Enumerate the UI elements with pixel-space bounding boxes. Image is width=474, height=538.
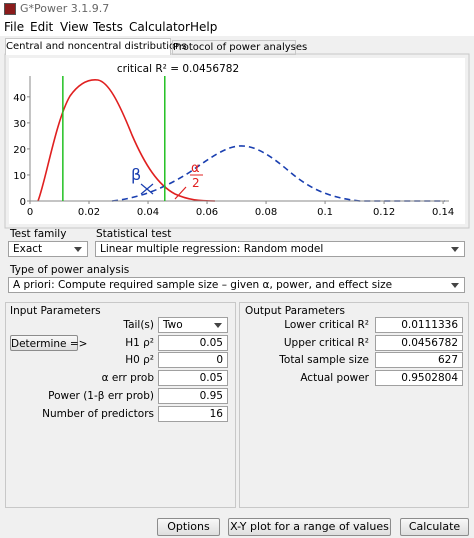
input-label: Power (1-β err prob) [48, 390, 154, 402]
x-tick-label: 0.04 [137, 207, 159, 218]
input-label: H0 ρ² [125, 354, 154, 366]
alpha-divisor: 2 [192, 176, 200, 190]
window-title: G*Power 3.1.9.7 [20, 2, 110, 15]
test-family-label: Test family [10, 228, 67, 240]
input-field[interactable]: 0.95 [158, 388, 228, 404]
output-label: Total sample size [279, 354, 369, 366]
y-tick-label: 40 [13, 93, 26, 104]
input-title: Input Parameters [10, 305, 101, 317]
beta-pointer [140, 183, 154, 195]
tails-select[interactable]: Two [158, 317, 228, 333]
output-label: Upper critical R² [283, 337, 369, 349]
output-field: 0.0456782 [375, 335, 463, 351]
analysis-type-select[interactable]: A priori: Compute required sample size –… [8, 277, 465, 293]
x-tick-label: 0 [27, 207, 33, 218]
menu-item[interactable]: Edit [30, 20, 54, 34]
input-panel [5, 302, 236, 508]
beta-label: β [131, 165, 141, 184]
output-title: Output Parameters [245, 305, 345, 317]
input-field[interactable]: 0 [158, 352, 228, 368]
input-field[interactable]: 16 [158, 406, 228, 422]
alpha-pointer [174, 186, 187, 200]
central-curve [37, 79, 216, 202]
alpha-label: α [191, 161, 200, 176]
output-field: 627 [375, 352, 463, 368]
y-tick-label: 30 [13, 119, 26, 130]
input-label: Number of predictors [42, 408, 154, 420]
input-label: H1 ρ² [125, 337, 154, 349]
plot-area [9, 58, 465, 224]
y-tick-label: 0 [20, 197, 26, 208]
action-button[interactable]: Options [157, 518, 220, 536]
statistical-test-label: Statistical test [96, 228, 172, 240]
output-label: Lower critical R² [284, 319, 369, 331]
x-tick-label: 0.06 [196, 207, 218, 218]
test-family-select[interactable]: Exact [8, 241, 88, 257]
x-tick-label: 0.08 [255, 207, 277, 218]
input-label: Tail(s) [123, 319, 154, 331]
output-field: 0.9502804 [375, 370, 463, 386]
action-button[interactable]: X-Y plot for a range of values [228, 518, 391, 536]
tab[interactable]: Central and noncentral distributions [5, 38, 187, 55]
statistical-test-select[interactable]: Linear multiple regression: Random model [95, 241, 465, 257]
x-tick-label: 0.1 [317, 207, 333, 218]
noncentral-curve [111, 145, 445, 202]
menu-item[interactable]: File [4, 20, 25, 34]
input-label: α err prob [101, 372, 154, 384]
x-tick-label: 0.12 [373, 207, 395, 218]
app-icon [4, 3, 16, 15]
input-field[interactable]: 0.05 [158, 370, 228, 386]
action-button[interactable]: Calculate [400, 518, 469, 536]
input-field[interactable]: 0.05 [158, 335, 228, 351]
menu-item[interactable]: Tests [93, 20, 123, 34]
distribution-plot: 0 0.02 0.04 0.06 0.08 0.1 0.12 0.14 0 10 20 30 40 cri… [4, 53, 470, 229]
output-label: Actual power [300, 372, 369, 384]
output-panel [239, 302, 469, 508]
title-bar [0, 0, 474, 18]
output-field: 0.0111336 [375, 317, 463, 333]
menu-item[interactable]: Calculator [129, 20, 190, 34]
menu-bar [0, 18, 474, 36]
analysis-type-label: Type of power analysis [10, 264, 130, 276]
y-tick-label: 20 [13, 145, 26, 156]
x-tick-label: 0.14 [432, 207, 454, 218]
menu-item[interactable]: View [60, 20, 89, 34]
tab[interactable]: Protocol of power analyses [172, 40, 308, 55]
plot-caption: critical R² = 0.0456782 [117, 63, 239, 75]
determine-button[interactable]: Determine => [10, 335, 87, 351]
x-tick-label: 0.02 [78, 207, 100, 218]
y-tick-label: 10 [13, 171, 26, 182]
menu-item[interactable]: Help [190, 20, 218, 34]
